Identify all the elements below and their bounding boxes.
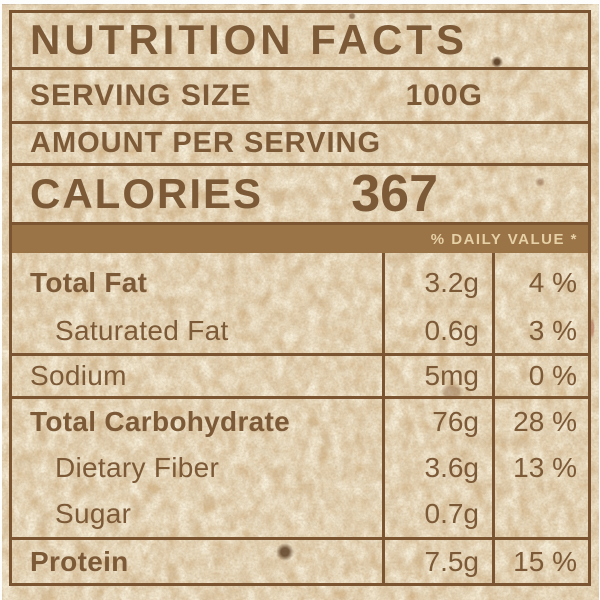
nutrient-row-total-fat: Total Fat 3.2g 4 %	[12, 259, 588, 307]
nutrient-amount: 7.5g	[424, 545, 480, 577]
nutrient-row-protein: Protein 7.5g 15 %	[12, 540, 588, 583]
nutrient-row-dietary-fiber: Dietary Fiber 3.6g 13 %	[12, 445, 588, 491]
serving-size-label: SERVING SIZE	[30, 78, 252, 112]
nutrient-daily-value: 3 %	[528, 315, 577, 346]
nutrient-row-saturated-fat: Saturated Fat 0.6g 3 %	[12, 307, 588, 355]
nutrient-name: Dietary Fiber	[55, 452, 220, 483]
nutrition-facts-label: NUTRITION FACTS SERVING SIZE 100G AMOUNT…	[9, 10, 591, 586]
calories-row: CALORIES 367	[12, 165, 588, 225]
nutrient-amount: 3.6g	[424, 452, 480, 483]
serving-size-value: 100G	[405, 78, 483, 112]
nutrient-amount: 5mg	[424, 360, 479, 391]
amount-per-serving-label: AMOUNT PER SERVING	[12, 124, 588, 166]
nutrient-name: Sugar	[55, 498, 132, 529]
nutrient-name: Saturated Fat	[55, 315, 229, 346]
column-divider-daily-value	[492, 253, 495, 583]
nutrient-daily-value: 13 %	[513, 452, 577, 483]
nutrient-amount: 0.7g	[424, 498, 480, 529]
nutrient-name: Total Fat	[30, 267, 148, 298]
nutrient-amount: 3.2g	[424, 267, 480, 298]
nutrient-amount: 76g	[432, 406, 479, 437]
column-divider-amount	[382, 253, 385, 583]
nutrient-daily-value: 0 %	[528, 360, 577, 391]
nutrient-daily-value: 4 %	[528, 267, 577, 298]
nutrient-name: Sodium	[30, 360, 127, 391]
carbohydrate-group: Total Carbohydrate 76g 28 % Dietary Fibe…	[12, 399, 588, 540]
calories-value: 367	[351, 165, 438, 223]
nutrient-daily-value: 28 %	[513, 406, 577, 437]
nutrient-row-sugar: Sugar 0.7g	[12, 491, 588, 537]
daily-value-header: % DAILY VALUE *	[12, 225, 588, 253]
nutrient-name: Total Carbohydrate	[30, 406, 291, 437]
nutrient-daily-value: 15 %	[513, 545, 577, 577]
label-title: NUTRITION FACTS	[12, 13, 588, 70]
nutrient-amount: 0.6g	[424, 315, 480, 346]
fat-group: Total Fat 3.2g 4 % Saturated Fat 0.6g 3 …	[12, 253, 588, 356]
nutrient-row-sodium: Sodium 5mg 0 %	[12, 356, 588, 399]
calories-label: CALORIES	[30, 170, 264, 217]
nutrient-row-total-carbohydrate: Total Carbohydrate 76g 28 %	[12, 399, 588, 445]
nutrient-name: Protein	[30, 545, 129, 577]
serving-size-row: SERVING SIZE 100G	[12, 70, 588, 124]
